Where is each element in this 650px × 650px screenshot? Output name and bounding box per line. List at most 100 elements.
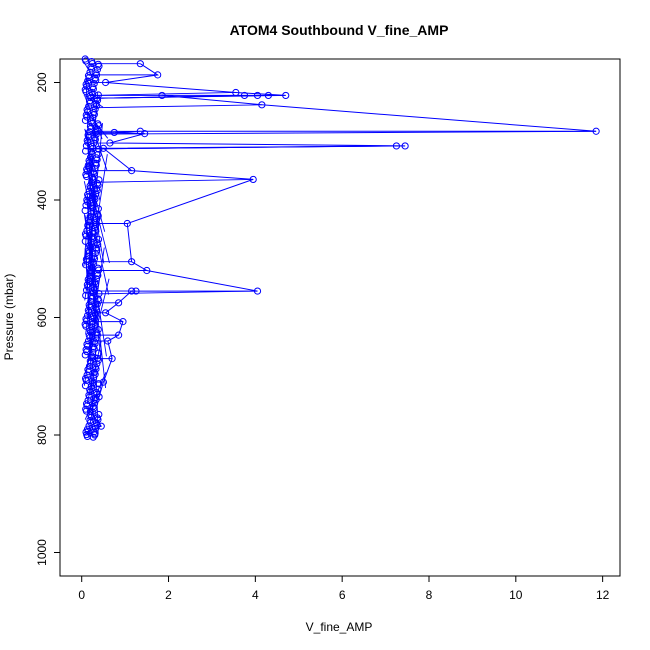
dense-data-point <box>85 368 93 376</box>
data-point <box>91 431 99 439</box>
series-path <box>84 63 597 436</box>
data-point <box>82 428 90 436</box>
data-point <box>119 318 127 326</box>
outlier-connector <box>90 130 597 135</box>
data-point <box>104 337 112 345</box>
dense-data-point <box>95 62 103 70</box>
data-point <box>115 299 123 307</box>
data-point <box>110 128 118 137</box>
y-axis-label: Pressure (mbar) <box>2 274 16 361</box>
data-point <box>108 355 116 363</box>
dense-trace-line <box>83 94 104 108</box>
dense-data-point <box>85 133 93 141</box>
dense-trace-line <box>83 61 93 77</box>
outlier-connector <box>90 145 397 150</box>
dense-data-point <box>85 73 93 82</box>
data-point <box>282 91 290 100</box>
data-point <box>253 91 262 100</box>
data-point <box>99 144 108 152</box>
series-layer <box>82 60 600 439</box>
data-point <box>128 287 136 295</box>
data-point <box>143 266 151 275</box>
dense-data-point <box>92 76 100 84</box>
dense-trace-line <box>86 340 102 403</box>
dense-trace-line <box>87 145 101 201</box>
x-tick-label: 4 <box>252 588 259 602</box>
data-point <box>97 422 105 430</box>
data-point <box>106 139 114 147</box>
data-point <box>136 127 144 135</box>
data-point <box>240 91 249 100</box>
dense-trace-line <box>85 162 106 232</box>
dense-data-point <box>82 376 90 384</box>
data-point <box>258 101 266 109</box>
dense-trace-line <box>86 78 98 108</box>
data-point <box>249 175 257 184</box>
data-point <box>158 91 166 100</box>
dense-data-point <box>84 396 92 405</box>
data-point <box>141 130 149 138</box>
dense-data-point <box>93 156 101 164</box>
dense-data-point <box>95 410 103 419</box>
x-tick-label: 10 <box>509 588 523 602</box>
dense-trace-line <box>88 247 105 352</box>
dense-data-point <box>88 90 97 98</box>
outlier-connector <box>90 94 245 99</box>
dense-data-point <box>89 235 97 243</box>
dense-data-point <box>82 407 91 415</box>
data-point <box>132 287 140 295</box>
dense-data-point <box>81 382 90 390</box>
data-point <box>264 91 272 100</box>
outlier-connector <box>90 178 254 183</box>
dense-trace-line <box>84 248 95 388</box>
x-tick-label: 0 <box>78 588 85 602</box>
dense-data-point <box>84 223 93 231</box>
x-tick-label: 6 <box>339 588 346 602</box>
dense-trace-line <box>88 179 110 263</box>
dense-data-point <box>86 68 94 76</box>
dense-trace-line <box>84 128 96 170</box>
y-tick-label: 800 <box>35 425 49 445</box>
data-point <box>99 378 108 386</box>
dense-trace-line <box>84 154 108 301</box>
dense-data-point <box>81 116 90 124</box>
y-tick-label: 600 <box>35 307 49 327</box>
outlier-connector <box>90 104 262 109</box>
data-point <box>95 393 103 401</box>
dense-data-point <box>91 105 99 113</box>
data-point <box>154 71 162 79</box>
dense-data-point <box>82 57 90 65</box>
dense-trace-line <box>86 197 98 295</box>
dense-data-point <box>90 110 98 118</box>
x-axis: 0 2 4 6 8 10 12 <box>78 575 610 602</box>
dense-data-point <box>92 161 100 169</box>
x-tick-label: 12 <box>596 588 610 602</box>
data-point <box>128 258 136 266</box>
y-tick-label: 200 <box>35 72 49 92</box>
outlier-connector <box>90 92 236 96</box>
data-point <box>123 219 131 228</box>
dense-data-point <box>81 351 89 359</box>
x-axis-label: V_fine_AMP <box>306 620 373 634</box>
data-point <box>253 287 262 295</box>
data-point <box>86 407 94 416</box>
data-point <box>392 142 401 150</box>
dense-data-point <box>91 370 99 378</box>
outlier-connector <box>90 290 258 295</box>
dense-data-point <box>86 128 94 136</box>
y-axis: 200 400 600 800 1000 <box>35 72 61 566</box>
dense-data-point <box>85 102 93 110</box>
dense-trace-line <box>83 181 110 295</box>
data-point <box>136 60 144 68</box>
dense-data-point <box>86 303 94 311</box>
dense-data-point <box>93 246 101 254</box>
data-point <box>128 167 136 175</box>
data-point <box>592 127 600 135</box>
chart-title: ATOM4 Southbound V_fine_AMP <box>230 22 449 38</box>
dense-trace-line <box>84 95 103 140</box>
dense-trace-line <box>85 77 99 435</box>
x-tick-label: 8 <box>426 588 433 602</box>
dense-trace-line <box>87 112 108 171</box>
